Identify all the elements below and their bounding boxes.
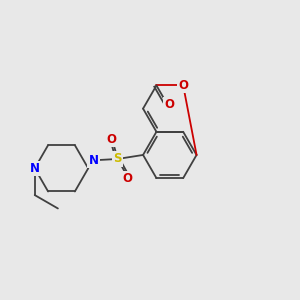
Text: O: O — [123, 172, 133, 185]
Text: N: N — [30, 162, 40, 175]
Text: S: S — [113, 152, 122, 166]
Text: O: O — [178, 79, 188, 92]
Text: N: N — [88, 154, 99, 167]
Text: O: O — [107, 133, 117, 146]
Text: O: O — [164, 98, 174, 111]
